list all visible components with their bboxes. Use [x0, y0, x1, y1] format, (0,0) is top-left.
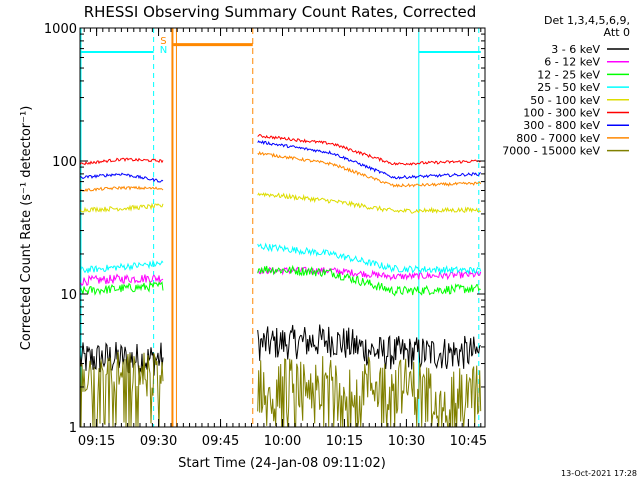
chart-title: RHESSI Observing Summary Count Rates, Co…	[84, 3, 477, 21]
series-line-7000-15000keV	[257, 356, 482, 427]
series-line-300-800keV	[257, 140, 482, 180]
legend-header: Att 0	[604, 26, 630, 39]
legend-label: 7000 - 15000 keV	[502, 145, 600, 158]
flag-label-s: S	[160, 36, 166, 47]
x-tick-label: 09:15	[78, 434, 115, 449]
legend-label: 300 - 800 keV	[523, 119, 600, 132]
legend-label: 12 - 25 keV	[537, 68, 600, 81]
series-line-7000-15000keV	[80, 351, 164, 427]
x-tick-label: 10:15	[326, 434, 363, 449]
flag-label-n: N	[160, 45, 167, 56]
series-line-100-300keV	[80, 157, 164, 166]
series-line-6-12keV	[80, 273, 164, 287]
legend-label: 50 - 100 keV	[530, 94, 600, 107]
series-line-12-25keV	[257, 264, 481, 297]
y-tick-label: 100	[52, 155, 77, 170]
series-line-300-800keV	[80, 172, 164, 183]
x-tick-label: 09:45	[202, 434, 239, 449]
series-line-3-6keV	[257, 324, 481, 370]
x-tick-label: 10:45	[450, 434, 487, 449]
x-tick-label: 10:00	[264, 434, 301, 449]
series-line-50-100keV	[80, 202, 164, 214]
series-line-12-25keV	[80, 280, 164, 296]
series-line-800-7000keV	[80, 185, 164, 193]
series-line-50-100keV	[257, 192, 482, 214]
series-line-800-7000keV	[257, 150, 482, 188]
legend-label: 3 - 6 keV	[551, 43, 600, 56]
x-tick-label: 09:30	[140, 434, 177, 449]
legend-label: 6 - 12 keV	[544, 56, 600, 69]
legend-label: 25 - 50 keV	[537, 81, 600, 94]
legend-label: 800 - 7000 keV	[516, 132, 600, 145]
series-line-100-300keV	[257, 134, 482, 166]
y-tick-label: 10	[60, 288, 77, 303]
x-tick-label: 10:30	[388, 434, 425, 449]
footer-date: 13-Oct-2021 17:28	[561, 469, 637, 478]
legend-header: Det 1,3,4,5,6,9,	[544, 14, 630, 27]
series-line-25-50keV	[80, 259, 164, 274]
x-axis-label: Start Time (24-Jan-08 09:11:02)	[178, 456, 386, 471]
series-line-25-50keV	[257, 242, 482, 276]
y-tick-label: 1000	[44, 22, 77, 37]
y-tick-label: 1	[69, 421, 77, 436]
legend-label: 100 - 300 keV	[523, 107, 600, 120]
y-axis-label: Corrected Count Rate (s⁻¹ detector⁻¹)	[19, 106, 34, 351]
series-line-3-6keV	[80, 341, 164, 377]
